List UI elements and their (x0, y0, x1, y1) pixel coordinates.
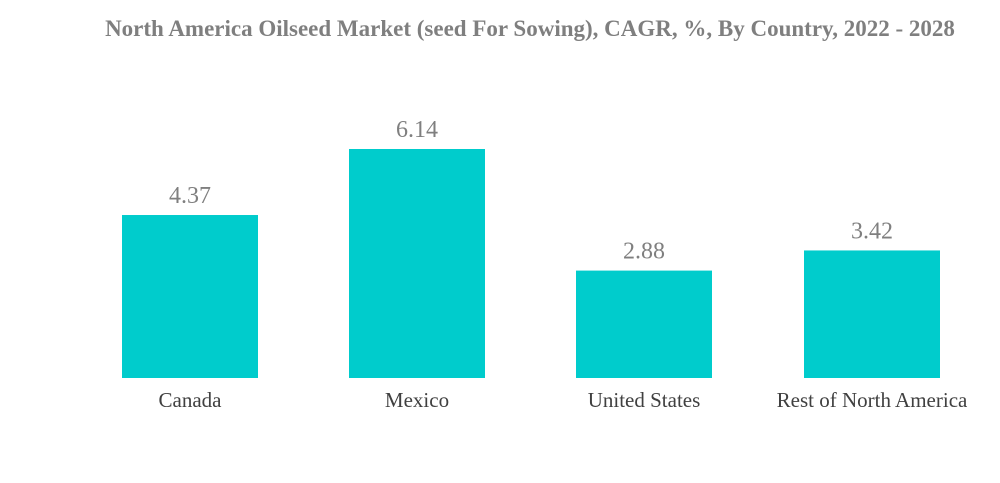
x-tick-label-rest-of-north-america: Rest of North America (777, 388, 968, 412)
bar-canada (122, 215, 258, 378)
data-label-united-states: 2.88 (623, 239, 665, 265)
bar-united-states (576, 270, 712, 378)
data-label-rest-of-north-america: 3.42 (851, 218, 893, 244)
bar-mexico (349, 149, 485, 378)
data-label-canada: 4.37 (169, 183, 211, 209)
bar-rest-of-north-america (804, 250, 940, 378)
x-tick-label-canada: Canada (159, 388, 223, 412)
data-label-mexico: 6.14 (396, 117, 438, 143)
chart-title: North America Oilseed Market (seed For S… (105, 16, 955, 41)
x-tick-label-united-states: United States (588, 388, 701, 412)
x-tick-label-mexico: Mexico (385, 388, 449, 412)
